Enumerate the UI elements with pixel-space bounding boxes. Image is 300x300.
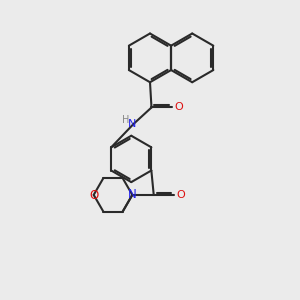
Text: N: N <box>128 188 137 201</box>
Text: H: H <box>122 115 129 125</box>
Text: O: O <box>89 189 98 202</box>
Text: O: O <box>175 103 183 112</box>
Text: O: O <box>176 190 185 200</box>
Text: N: N <box>128 119 136 129</box>
